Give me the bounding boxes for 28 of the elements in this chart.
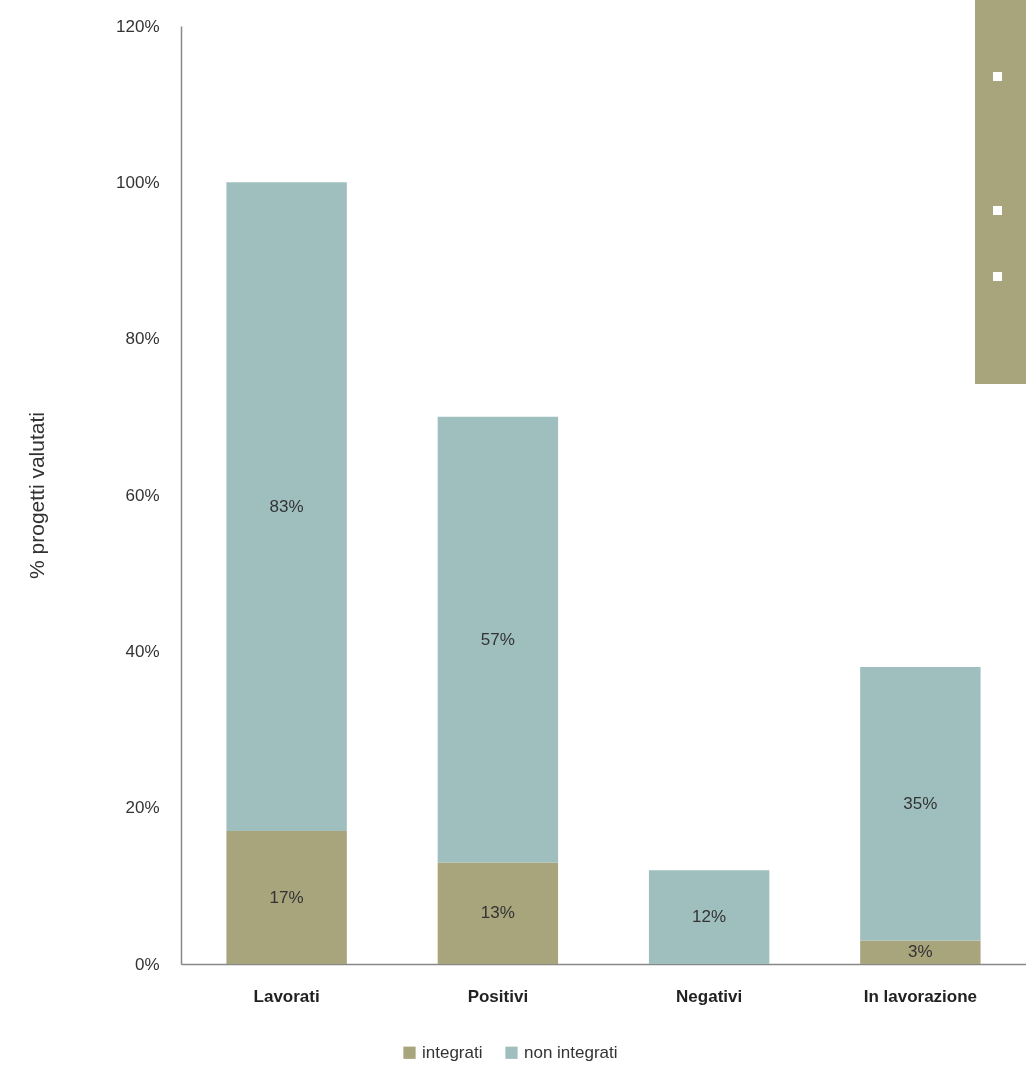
y-tick-label: 60%: [125, 485, 160, 505]
x-tick-label: In lavorazione: [863, 986, 978, 1006]
data-label: 57%: [480, 629, 515, 649]
y-tick-label: 120%: [116, 16, 160, 36]
legend-label: non integrati: [524, 1042, 618, 1062]
x-tick-label: Lavorati: [253, 986, 320, 1006]
bar: [860, 940, 981, 964]
bar: [226, 831, 347, 964]
y-tick-label: 20%: [125, 798, 160, 818]
data-label: 12%: [692, 907, 727, 927]
bar: [437, 416, 559, 863]
bar: [648, 870, 770, 964]
data-label: 13%: [480, 903, 515, 923]
bar: [437, 862, 559, 964]
data-label: 3%: [908, 942, 933, 962]
y-tick-label: 0%: [134, 954, 160, 974]
bar: [860, 666, 981, 941]
legend-label: integrati: [422, 1042, 483, 1062]
y-tick-label: 40%: [125, 641, 160, 661]
data-label: 35%: [903, 793, 938, 813]
x-tick-label: Negativi: [676, 986, 743, 1006]
y-axis-title: % progetti valutati: [25, 412, 49, 579]
data-label: 17%: [269, 887, 304, 907]
y-tick-label: 80%: [125, 329, 160, 349]
y-tick-label: 100%: [116, 172, 160, 192]
x-tick-label: Positivi: [467, 986, 529, 1006]
data-label: 83%: [269, 496, 304, 516]
bar: [226, 182, 347, 832]
